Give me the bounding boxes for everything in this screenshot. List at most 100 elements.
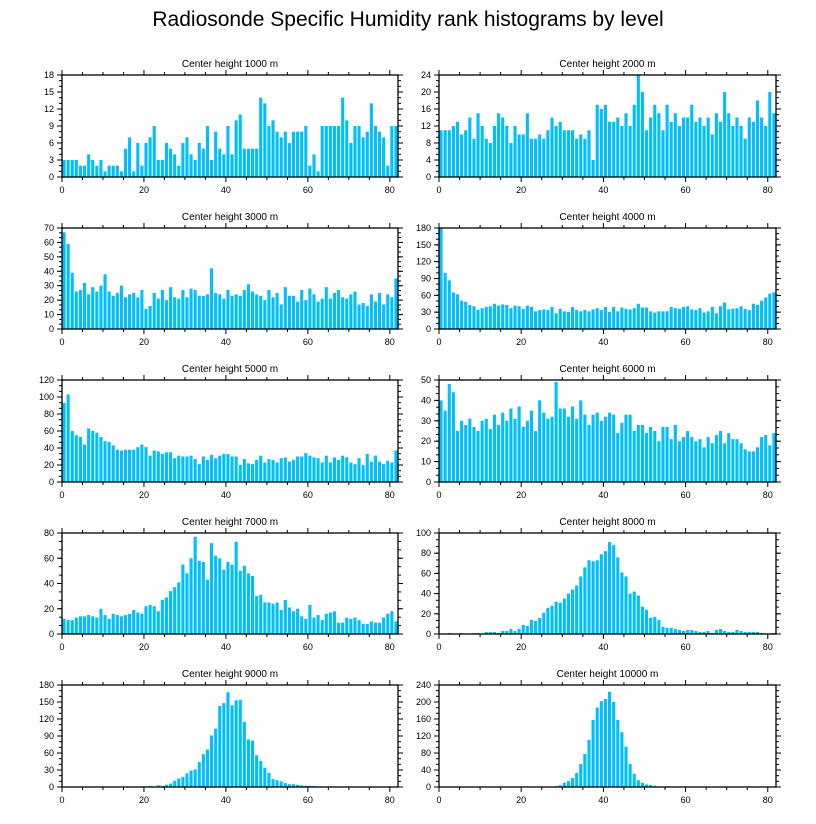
bar xyxy=(681,117,686,177)
bar xyxy=(238,295,242,329)
bar xyxy=(690,437,694,482)
bar xyxy=(287,607,291,634)
bar xyxy=(542,412,546,482)
bar xyxy=(468,305,472,329)
bar xyxy=(119,616,123,634)
x-tick-label: 20 xyxy=(139,490,149,500)
bar xyxy=(690,104,694,177)
bar xyxy=(304,300,308,329)
bar xyxy=(706,311,710,329)
bar xyxy=(644,130,649,177)
bar xyxy=(636,75,640,177)
bar xyxy=(82,165,87,177)
bar xyxy=(612,414,616,482)
x-tick-label: 80 xyxy=(385,185,395,195)
bar xyxy=(591,309,595,329)
bar xyxy=(595,560,599,634)
bar xyxy=(484,418,488,482)
bar xyxy=(308,288,312,329)
bar xyxy=(193,160,197,177)
bar xyxy=(296,301,300,329)
bar xyxy=(271,120,275,177)
bar xyxy=(173,297,177,329)
bar xyxy=(735,308,739,329)
x-tick-label: 20 xyxy=(516,185,526,195)
y-tick-label: 0 xyxy=(426,477,431,487)
bar xyxy=(739,443,743,482)
bar xyxy=(579,134,583,177)
bar xyxy=(727,113,731,177)
bar xyxy=(698,117,702,177)
bar xyxy=(394,278,398,329)
bar xyxy=(571,130,575,177)
bar xyxy=(558,408,562,482)
bar xyxy=(534,620,538,634)
bar xyxy=(308,165,312,177)
bar xyxy=(718,628,723,634)
y-tick-label: 0 xyxy=(49,477,54,487)
bar xyxy=(136,612,140,634)
bar xyxy=(279,137,283,177)
bar xyxy=(259,97,263,177)
bar xyxy=(386,294,390,329)
bar xyxy=(608,412,612,482)
bar xyxy=(768,293,772,329)
bar xyxy=(148,305,152,329)
bar xyxy=(300,131,304,177)
bar xyxy=(218,558,222,634)
bar xyxy=(103,171,107,177)
bar xyxy=(82,282,87,329)
bar xyxy=(201,754,205,787)
bar xyxy=(755,447,760,482)
bar xyxy=(723,443,727,482)
bar xyxy=(173,587,177,634)
bar xyxy=(760,300,764,329)
bar xyxy=(677,308,681,329)
x-tick-label: 40 xyxy=(221,795,231,805)
y-tick-label: 0 xyxy=(49,782,54,792)
bar xyxy=(751,303,755,329)
bar xyxy=(517,306,521,329)
bar xyxy=(505,420,509,482)
bar xyxy=(694,121,698,177)
bar xyxy=(755,100,760,177)
bar xyxy=(558,602,562,634)
bar xyxy=(587,130,591,177)
bar xyxy=(123,148,128,177)
bar xyxy=(353,126,357,177)
bar xyxy=(291,459,296,482)
bar xyxy=(107,291,111,329)
bar xyxy=(169,452,173,482)
bar xyxy=(66,160,70,177)
bar xyxy=(394,126,398,177)
bar xyxy=(189,770,193,787)
bar xyxy=(554,382,558,482)
y-tick-label: 4 xyxy=(426,155,431,165)
bar xyxy=(665,104,669,177)
bar xyxy=(242,565,246,634)
bar xyxy=(497,305,501,329)
bar xyxy=(181,456,185,482)
bar xyxy=(673,424,677,482)
bar xyxy=(760,117,764,177)
bar xyxy=(291,295,296,329)
bar xyxy=(747,310,751,329)
bar xyxy=(632,431,636,482)
bar xyxy=(132,449,136,482)
bar xyxy=(603,551,607,634)
bar xyxy=(710,306,714,329)
bar xyxy=(727,309,731,329)
y-tick-label: 40 xyxy=(421,395,431,405)
x-tick-label: 0 xyxy=(436,490,441,500)
bar xyxy=(542,138,546,177)
bar xyxy=(267,772,271,787)
bar xyxy=(390,126,394,177)
bar xyxy=(603,104,607,177)
bar xyxy=(144,308,148,329)
x-tick-label: 60 xyxy=(681,337,691,347)
bar xyxy=(640,424,644,482)
bar xyxy=(328,298,332,329)
bar xyxy=(542,612,546,634)
bar xyxy=(91,160,95,177)
bar xyxy=(160,160,164,177)
